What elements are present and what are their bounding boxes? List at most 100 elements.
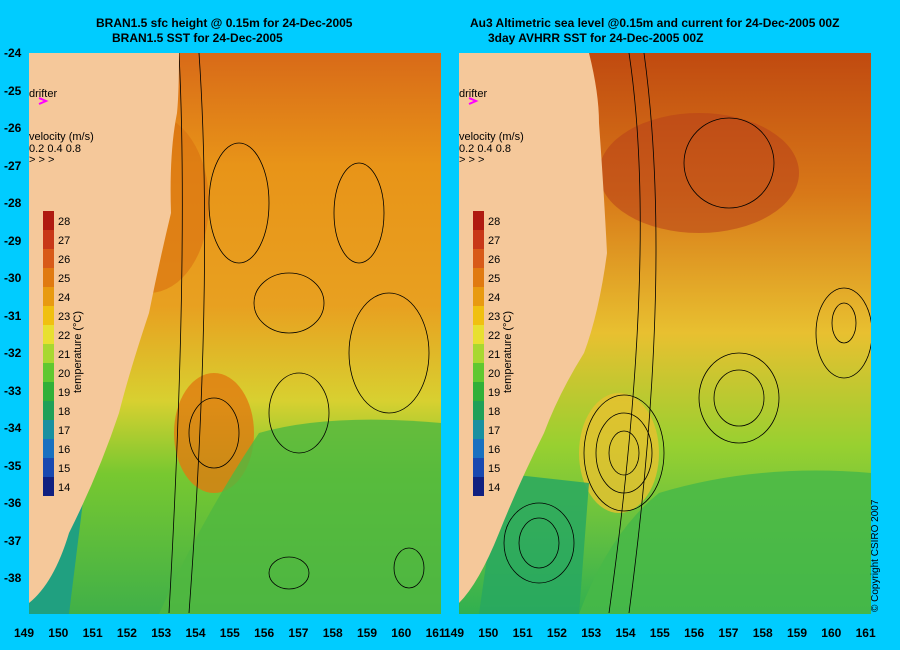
longitude-tick-label: 158 [322, 626, 343, 640]
latitude-tick-label: -33 [4, 383, 22, 398]
longitude-tick-label: 149 [14, 626, 35, 640]
colorbar-tick-label: 21 [488, 349, 500, 361]
colorbar-swatch [473, 306, 484, 325]
longitude-tick-label: 156 [254, 626, 275, 640]
longitude-tick-label: 150 [48, 626, 69, 640]
colorbar-swatch [473, 363, 484, 382]
latitude-tick-label: -37 [4, 533, 22, 548]
velocity-legend-arrows: > > > [29, 154, 54, 166]
colorbar-swatch [473, 382, 484, 401]
longitude-tick-label: 157 [288, 626, 309, 640]
longitude-tick-label: 153 [581, 626, 602, 640]
right-title-line2: 3day AVHRR SST for 24-Dec-2005 00Z [488, 31, 704, 45]
cool-water-region [579, 470, 871, 614]
longitude-tick-label: 155 [219, 626, 240, 640]
longitude-tick-label: 161 [425, 626, 446, 640]
colorbar-swatch [43, 477, 54, 496]
colorbar-swatch [43, 249, 54, 268]
colorbar-swatch [43, 363, 54, 382]
longitude-tick-label: 161 [855, 626, 876, 640]
colorbar-tick-label: 19 [58, 387, 70, 399]
colorbar-tick-label: 20 [58, 368, 70, 380]
left-map-panel: drifter velocity (m/s) 0.2 0.4 0.8 > > >… [29, 53, 441, 614]
colorbar-swatch [43, 420, 54, 439]
velocity-legend-scale: 0.2 0.4 0.8 [459, 143, 511, 155]
colorbar-swatch [473, 325, 484, 344]
longitude-tick-label: 154 [185, 626, 206, 640]
colorbar-swatch [43, 287, 54, 306]
left-title-line2: BRAN1.5 SST for 24-Dec-2005 [112, 31, 283, 45]
colorbar-tick-label: 21 [58, 349, 70, 361]
colorbar-tick-label: 25 [58, 273, 70, 285]
latitude-tick-label: -38 [4, 571, 22, 585]
colorbar-tick-label: 14 [488, 482, 500, 494]
colorbar-tick-label: 28 [488, 216, 500, 228]
colorbar-tick-label: 27 [58, 235, 70, 247]
colorbar-tick-label: 18 [488, 406, 500, 418]
longitude-tick-label: 152 [116, 626, 137, 640]
colorbar-tick-label: 26 [488, 254, 500, 266]
longitude-tick-label: 150 [478, 626, 499, 640]
longitude-tick-label: 157 [718, 626, 739, 640]
colorbar-tick-label: 15 [488, 463, 500, 475]
colorbar-tick-label: 28 [58, 216, 70, 228]
colorbar-swatch [43, 458, 54, 477]
longitude-tick-label: 152 [546, 626, 567, 640]
colorbar-tick-label: 26 [58, 254, 70, 266]
colorbar-tick-label: 17 [58, 425, 70, 437]
drifter-label: drifter [29, 88, 57, 100]
colorbar-tick-label: 23 [488, 311, 500, 323]
land-australia [29, 53, 179, 603]
latitude-tick-label: -27 [4, 158, 22, 173]
colorbar-swatch [473, 344, 484, 363]
cool-water-region [159, 419, 441, 614]
latitude-tick-label: -36 [4, 496, 22, 510]
colorbar-tick-label: 19 [488, 387, 500, 399]
latitude-tick-label: -26 [4, 121, 22, 135]
longitude-tick-label: 154 [615, 626, 636, 640]
colorbar-tick-label: 23 [58, 311, 70, 323]
latitude-tick-label: -24 [4, 46, 22, 60]
colorbar-swatch [43, 401, 54, 420]
latitude-tick-label: -31 [4, 308, 22, 323]
latitude-tick-label: -34 [4, 421, 22, 435]
colorbar-swatch [43, 325, 54, 344]
warm-current-region [599, 113, 799, 233]
colorbar-swatch [473, 211, 484, 230]
longitude-tick-label: 153 [151, 626, 172, 640]
longitude-tick-label: 151 [82, 626, 103, 640]
warm-core-eddy [579, 393, 659, 513]
velocity-legend-label: velocity (m/s) [459, 131, 524, 143]
velocity-legend-scale: 0.2 0.4 0.8 [29, 143, 81, 155]
colorbar-swatch [473, 420, 484, 439]
longitude-tick-label: 155 [649, 626, 670, 640]
colorbar-swatch [473, 477, 484, 496]
drifter-marker [38, 97, 49, 105]
latitude-tick-label: -28 [4, 196, 22, 210]
latitude-tick-label: -29 [4, 233, 22, 248]
colorbar-tick-label: 18 [58, 406, 70, 418]
colorbar-tick-label: 27 [488, 235, 500, 247]
colorbar-swatch [43, 439, 54, 458]
latitude-tick-label: -35 [4, 458, 22, 473]
colorbar-swatch [43, 268, 54, 287]
temperature-colorbar: 28 27 26 25 24 23 22 21 20 19 18 17 16 15 14 temperatur… [43, 211, 84, 496]
longitude-tick-label: 149 [444, 626, 465, 640]
colorbar-swatch [43, 382, 54, 401]
colorbar-tick-label: 22 [58, 330, 70, 342]
warm-core-eddy [174, 373, 254, 493]
colorbar-tick-label: 16 [58, 444, 70, 456]
colorbar-swatch [473, 458, 484, 477]
velocity-legend-arrows: > > > [459, 154, 484, 166]
colorbar-swatch [43, 306, 54, 325]
colorbar-swatch [473, 401, 484, 420]
longitude-tick-label: 160 [821, 626, 842, 640]
colorbar-swatch [473, 287, 484, 306]
temperature-colorbar: 28 27 26 25 24 23 22 21 20 19 18 17 16 15 14 temperatur… [473, 211, 514, 496]
colorbar-swatch [473, 439, 484, 458]
longitude-tick-label: 160 [391, 626, 412, 640]
colorbar-tick-label: 24 [58, 292, 70, 304]
sea-height-contours [503, 53, 871, 614]
drifter-label: drifter [459, 88, 487, 100]
right-map-panel: drifter velocity (m/s) 0.2 0.4 0.8 > > >… [459, 53, 871, 614]
